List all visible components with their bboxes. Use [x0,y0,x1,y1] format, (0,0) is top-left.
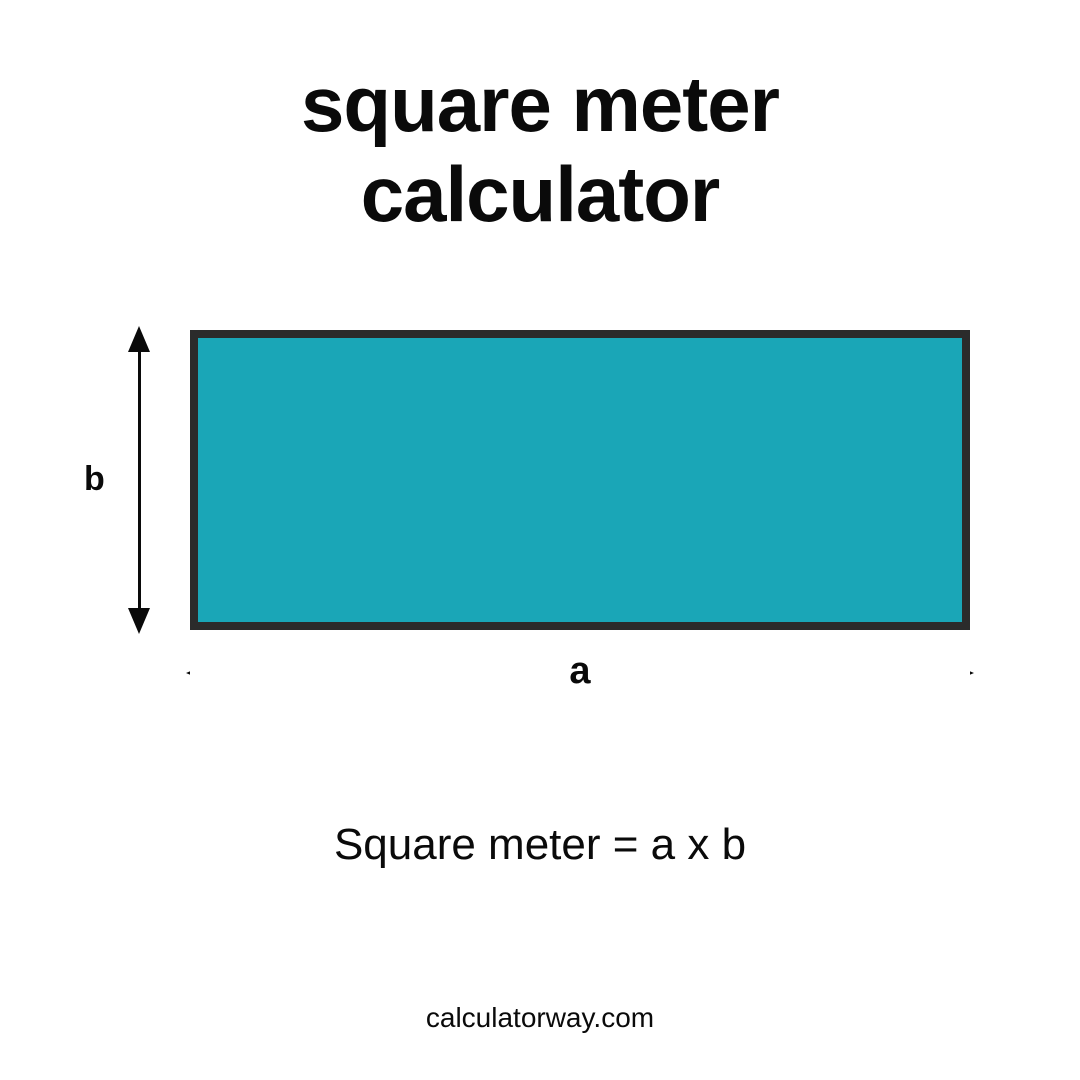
page-title: square meter calculator [0,60,1080,239]
arrow-down-icon [128,608,150,634]
dimension-b-arrow [136,330,142,630]
area-diagram: b a [90,330,990,710]
dimension-a-label: a [555,650,604,692]
dimension-b-label: b [84,460,105,499]
footer-attribution: calculatorway.com [0,1002,1080,1034]
title-line-2: calculator [361,150,719,238]
rectangle-shape [190,330,970,630]
dimension-a-label-wrap: a [190,642,970,685]
title-line-1: square meter [301,60,779,148]
formula-text: Square meter = a x b [0,820,1080,870]
dimension-b-shaft [138,344,141,616]
